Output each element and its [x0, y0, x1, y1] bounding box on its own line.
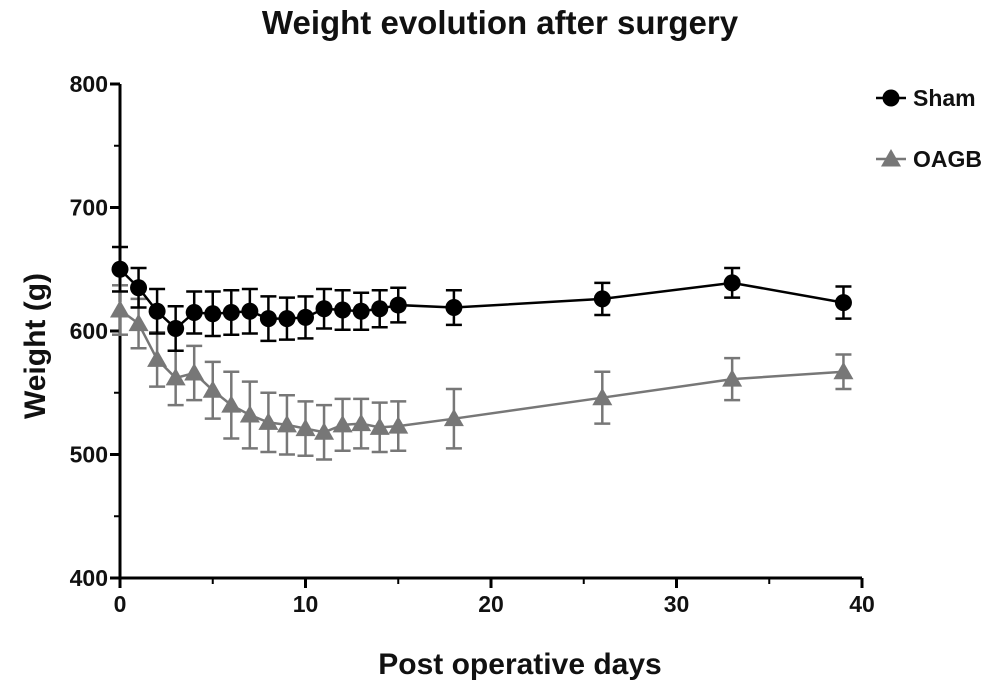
x-tick-label: 40 [849, 591, 875, 617]
legend-oagb-marker [881, 149, 901, 167]
oagb-point [295, 418, 316, 437]
y-tick-label: 700 [70, 195, 108, 221]
y-tick-label: 600 [70, 318, 108, 344]
oagb-point [276, 414, 297, 433]
sham-point [315, 300, 333, 318]
y-tick-label: 500 [70, 442, 108, 468]
oagb-point [351, 413, 372, 432]
sham-point [204, 305, 222, 323]
sham-point [259, 310, 277, 328]
x-tick-label: 0 [114, 591, 127, 617]
sham-point [185, 303, 203, 321]
legend-sham-marker [882, 89, 900, 107]
sham-point [222, 303, 240, 321]
oagb-point [443, 408, 464, 427]
sham-point [111, 260, 129, 278]
legend-oagb-label: OAGB [913, 146, 982, 172]
oagb-point [221, 395, 242, 413]
sham-point [834, 294, 852, 312]
oagb-point [258, 412, 279, 430]
oagb-point [128, 313, 149, 332]
oagb-point [369, 417, 390, 435]
sham-point [445, 299, 463, 317]
y-axis-label: Weight (g) [19, 272, 52, 420]
axes: 400 500 600 700 800 0 10 20 30 40 [70, 71, 875, 617]
series-oagb [110, 284, 854, 461]
series-sham [111, 245, 852, 353]
sham-point [334, 301, 352, 319]
oagb-point [184, 362, 205, 381]
oagb-point [202, 380, 223, 398]
legend: Sham OAGB [876, 85, 982, 172]
sham-point [723, 274, 741, 292]
sham-point [389, 296, 407, 314]
oagb-point [314, 422, 335, 440]
x-tick-label: 30 [664, 591, 690, 617]
legend-item-oagb: OAGB [876, 146, 982, 172]
oagb-point [722, 369, 743, 387]
sham-point [148, 302, 166, 320]
legend-item-sham: Sham [876, 85, 976, 111]
oagb-point [592, 387, 613, 406]
series-layer [110, 245, 854, 461]
sham-point [241, 302, 259, 320]
oagb-point [147, 349, 168, 367]
oagb-point [165, 367, 186, 386]
y-tick-label: 400 [70, 565, 108, 591]
oagb-point [332, 414, 353, 433]
sham-point [167, 320, 185, 338]
x-tick-label: 10 [293, 591, 319, 617]
x-axis-label: Post operative days [378, 648, 662, 681]
oagb-point [833, 361, 854, 380]
sham-point [130, 279, 148, 297]
sham-point [278, 310, 296, 328]
oagb-point [110, 300, 130, 318]
legend-sham-label: Sham [913, 85, 976, 111]
sham-point [352, 302, 370, 320]
sham-point [297, 308, 314, 326]
sham-point [371, 300, 389, 318]
x-tick-label: 20 [478, 591, 504, 617]
oagb-point [388, 416, 409, 434]
chart-title: Weight evolution after surgery [261, 4, 739, 41]
sham-point [593, 290, 611, 308]
y-tick-label: 800 [70, 71, 108, 97]
oagb-point [239, 404, 260, 423]
